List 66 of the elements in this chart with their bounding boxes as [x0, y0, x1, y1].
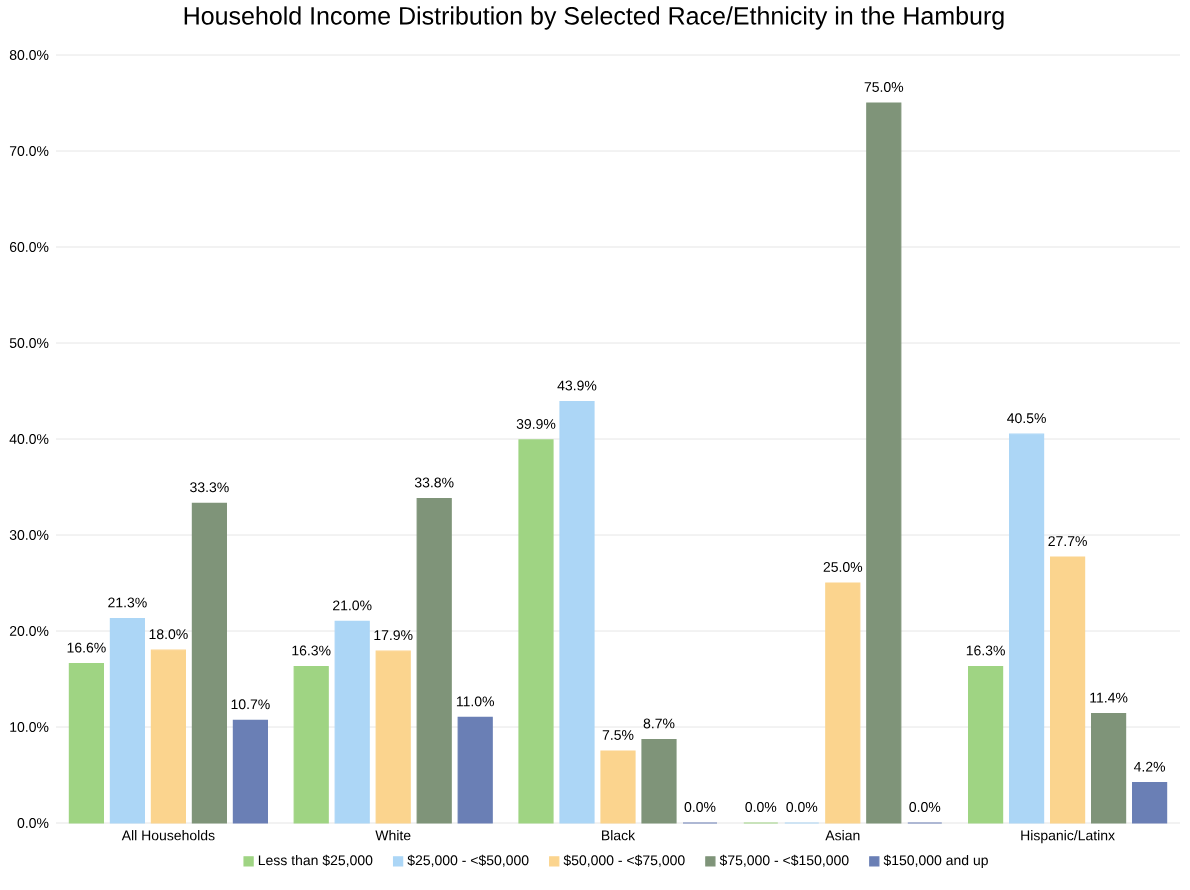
data-label: 21.0% [333, 600, 372, 611]
data-label: 0.0% [684, 802, 716, 812]
x-tick-label: Hispanic/Latinx [1021, 830, 1115, 844]
bar [150, 649, 186, 824]
bar [641, 738, 677, 824]
y-tick-label: 30.0% [9, 530, 49, 540]
y-tick-label: 20.0% [9, 626, 49, 636]
data-label: 8.7% [643, 718, 675, 729]
data-label: 7.5% [602, 730, 634, 740]
data-label: 16.6% [67, 642, 106, 653]
data-label: 0.0% [745, 802, 777, 812]
bar [191, 502, 227, 824]
y-tick-label: 80.0% [9, 50, 49, 60]
bar [375, 650, 411, 824]
y-tick-label: 10.0% [10, 722, 49, 732]
data-label: 16.3% [292, 645, 331, 656]
data-label: 27.7% [1048, 536, 1087, 547]
x-tick-label: White [375, 830, 411, 841]
data-label: 11.4% [1090, 692, 1128, 703]
data-label: 33.3% [190, 482, 229, 493]
bar [559, 400, 595, 824]
y-tick-label: 40.0% [9, 434, 49, 444]
data-label: 10.7% [231, 699, 270, 710]
bar [68, 663, 104, 824]
data-label: 39.9% [516, 419, 556, 429]
legend-label: Less than $25,000 [258, 854, 373, 867]
data-label: 16.3% [966, 645, 1005, 656]
y-tick-label: 70.0% [9, 146, 49, 156]
legend-label: $150,000 and up [883, 854, 988, 868]
bar [600, 750, 636, 824]
bar [1009, 433, 1045, 824]
bar [518, 439, 554, 824]
bar [968, 665, 1004, 824]
data-label: 18.0% [149, 629, 188, 640]
bar [825, 582, 861, 824]
data-label: 33.8% [414, 477, 454, 488]
chart-title: Household Income Distribution by Selected Race/Ethnicity in the Hamburg [184, 6, 1004, 30]
y-tick-label: 0.0% [17, 818, 49, 828]
x-tick-label: All Households [121, 830, 215, 841]
data-label: 21.3% [108, 597, 147, 608]
data-label: 75.0% [864, 82, 904, 92]
x-tick-label: Black [602, 830, 636, 841]
bar [1132, 782, 1168, 824]
bar [334, 620, 370, 824]
y-tick-label: 60.0% [9, 242, 49, 252]
bar [457, 716, 493, 824]
bar [293, 665, 329, 824]
y-tick-label: 50.0% [9, 338, 49, 348]
bar [416, 497, 452, 824]
data-label: 0.0% [786, 802, 818, 812]
bar [109, 617, 145, 824]
data-label: 25.0% [823, 562, 863, 572]
data-label: 40.5% [1007, 413, 1046, 424]
legend-label: $75,000 - <$150,000 [719, 854, 849, 867]
bar [232, 719, 268, 824]
data-label: 0.0% [909, 802, 941, 812]
bar [866, 102, 902, 824]
data-label: 4.2% [1133, 761, 1166, 772]
data-label: 43.9% [557, 380, 597, 391]
x-tick-label: Asian [825, 830, 860, 841]
data-label: 11.0% [456, 696, 495, 707]
bar [1050, 556, 1086, 824]
legend-label: $50,000 - <$75,000 [563, 854, 685, 867]
data-label: 17.9% [374, 630, 413, 641]
legend-label: $25,000 - <$50,000 [407, 854, 529, 867]
bar [1091, 712, 1127, 824]
